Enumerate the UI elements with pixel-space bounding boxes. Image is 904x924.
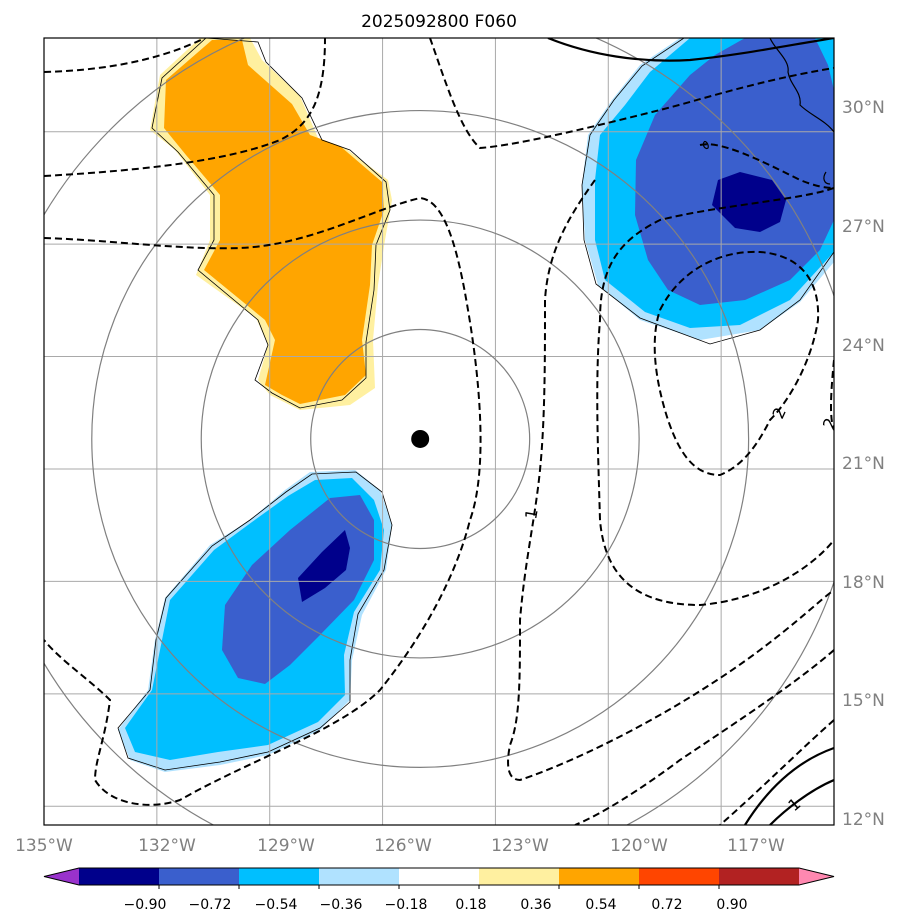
dashed-contour-d <box>429 38 834 150</box>
x-tick-label: 135°W <box>15 836 73 856</box>
dashed-contours <box>44 38 834 825</box>
x-tick-label: 129°W <box>257 836 315 856</box>
dashed-contour-f <box>596 187 834 607</box>
contour-label-3: 2 <box>819 415 840 431</box>
colorbar-segment <box>719 868 800 885</box>
small-contour-2 <box>823 171 831 185</box>
dashed-contour-a <box>44 38 206 73</box>
map-area: 1 2 2 1 <box>44 38 840 825</box>
contour-label-1: 1 <box>521 507 541 520</box>
colorbar-segment <box>79 868 160 885</box>
colorbar-tick-label: −0.36 <box>320 897 363 913</box>
y-tick-labels: 12°N 15°N 18°N 21°N 24°N 27°N 30°N <box>842 98 885 830</box>
dashed-contour-b <box>44 38 326 177</box>
coastline <box>769 38 834 133</box>
x-tick-label: 120°W <box>610 836 668 856</box>
negative-anomaly-ne-outline <box>581 38 834 345</box>
colorbar-tick-label: −0.18 <box>385 897 428 913</box>
colorbar-outline <box>43 867 835 886</box>
small-contour-1 <box>702 140 709 150</box>
range-ring <box>310 328 531 550</box>
negative-anomaly-sw-max <box>298 530 350 602</box>
x-tick-label: 123°W <box>491 836 549 856</box>
colorbar-segment <box>319 868 400 885</box>
dashed-contour-k <box>830 359 834 431</box>
y-tick-label: 30°N <box>842 98 885 118</box>
negative-anomaly-ne-strong <box>635 38 834 305</box>
solid-contour-se-2 <box>769 778 834 825</box>
dashed-contour-h <box>574 649 834 825</box>
y-tick-label: 18°N <box>842 573 885 593</box>
dashed-contour-g <box>507 179 834 782</box>
colorbar-segment <box>399 868 480 885</box>
solid-contour-se <box>744 746 834 825</box>
x-tick-label: 132°W <box>138 836 196 856</box>
positive-anomaly-core <box>164 40 384 404</box>
colorbar-segment <box>639 868 720 885</box>
colorbar-tick-label: −0.54 <box>255 897 298 913</box>
colorbar-segment <box>479 868 560 885</box>
y-tick-label: 21°N <box>842 454 885 474</box>
colorbar-tick-label: −0.72 <box>189 897 232 913</box>
colorbar-tick-label: −0.90 <box>124 897 167 913</box>
colorbar-tick-label: 0.18 <box>455 897 486 913</box>
x-tick-labels: 135°W 132°W 129°W 126°W 123°W 120°W 117°… <box>15 836 785 856</box>
dashed-contour-i <box>719 719 834 825</box>
y-tick-label: 27°N <box>842 217 885 237</box>
positive-anomaly-outline <box>151 38 391 409</box>
contour-label-4: 1 <box>784 794 804 815</box>
contour-labels: 1 2 2 1 <box>521 404 840 815</box>
x-tick-label: 117°W <box>727 836 785 856</box>
range-ring <box>200 219 640 659</box>
x-tick-label: 126°W <box>374 836 432 856</box>
chart-title: 2025092800 F060 <box>361 12 517 32</box>
colorbar-tick-label: 0.36 <box>520 897 551 913</box>
range-rings <box>44 38 834 825</box>
colorbar-segment <box>559 868 640 885</box>
colorbar-tick-labels: −0.90 −0.72 −0.54 −0.36 −0.18 0.18 0.36 … <box>124 897 748 913</box>
colorbar-tick-label: 0.90 <box>716 897 747 913</box>
solid-contours <box>547 38 834 825</box>
colorbar <box>43 867 835 889</box>
negative-anomaly-sw-outline <box>117 471 393 771</box>
colorbar-segment <box>239 868 320 885</box>
colorbar-extend-low <box>44 868 79 885</box>
negative-anomaly-ne-max <box>712 172 786 232</box>
colorbar-segment <box>159 868 240 885</box>
graticule <box>44 38 834 825</box>
y-tick-label: 24°N <box>842 336 885 356</box>
solid-contour-north <box>547 38 834 62</box>
storm-center-marker <box>411 429 430 448</box>
dashed-contour-e <box>699 143 834 189</box>
colorbar-tick-label: 0.72 <box>651 897 682 913</box>
map-frame <box>43 37 835 826</box>
shading-outline-layer <box>117 38 834 771</box>
y-tick-label: 12°N <box>842 810 885 830</box>
colorbar-extend-high <box>799 868 834 885</box>
y-tick-label: 15°N <box>842 691 885 711</box>
shading-layer <box>118 38 834 772</box>
range-ring <box>91 109 750 769</box>
colorbar-tick-label: 0.54 <box>585 897 616 913</box>
